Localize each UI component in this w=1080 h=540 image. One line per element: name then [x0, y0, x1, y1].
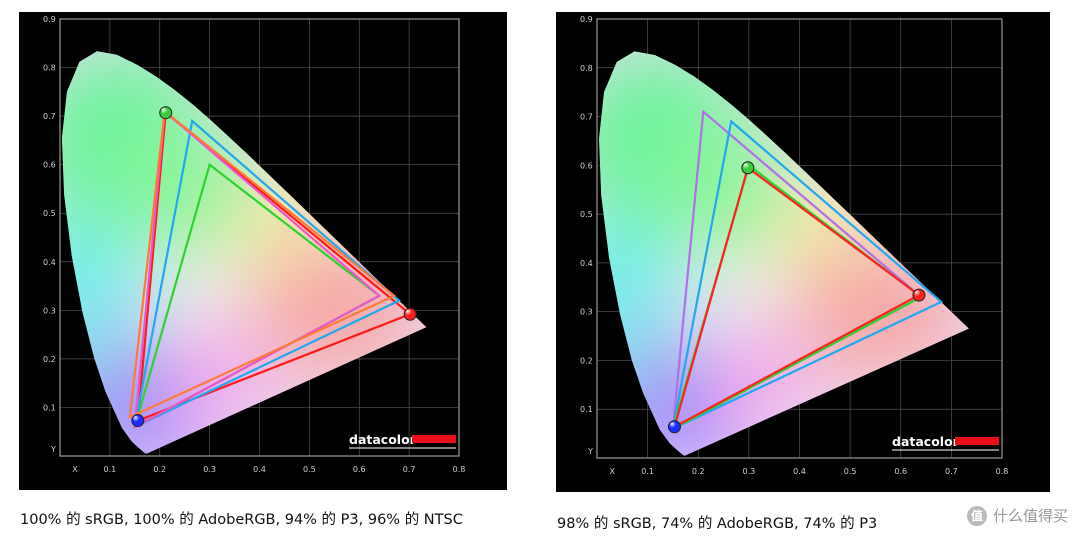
primary-marker — [159, 106, 173, 120]
x-tick-label: 0.1 — [104, 465, 117, 474]
x-tick-label: 0.3 — [203, 465, 216, 474]
primary-markers — [667, 161, 926, 434]
x-tick-label: 0.4 — [793, 467, 806, 476]
x-tick-label: 0.3 — [743, 467, 756, 476]
plot-frame — [596, 18, 1003, 459]
y-axis-label: Y — [50, 445, 56, 454]
x-tick-label: 0.6 — [894, 467, 907, 476]
primary-marker — [667, 420, 681, 434]
y-tick-label: 0.1 — [43, 403, 56, 412]
gamut-triangle — [133, 109, 382, 429]
x-tick-label: 0.5 — [844, 467, 857, 476]
gamut-triangle — [133, 118, 402, 429]
watermark: 值 什么值得买 — [966, 505, 1068, 526]
y-tick-label: 0.5 — [580, 210, 593, 219]
gamut-triangle — [672, 165, 922, 430]
x-axis-label: X — [72, 465, 78, 474]
x-tick-label: 0.7 — [945, 467, 958, 476]
x-tick-label: 0.2 — [153, 465, 166, 474]
cie-diagram-right: 0.1 0.2 0.3 0.4 0.5 0.6 0.7 0.8 0.9 0.1 0.2 0.3 0.4 0… — [580, 15, 1009, 476]
plot-frame — [59, 18, 460, 457]
x-tick-label: 0.6 — [353, 465, 366, 474]
cie-diagram-left: 0.1 0.2 0.3 0.4 0.5 0.6 0.7 0.8 0.9 0.1 0.2 0.3 0.4 0… — [43, 15, 466, 474]
cie-chart-left: 0.1 0.2 0.3 0.4 0.5 0.6 0.7 0.8 0.9 0.1 0.2 0.3 0.4 0… — [19, 12, 507, 490]
x-axis-label: X — [609, 467, 615, 476]
gamut-triangle — [136, 110, 413, 423]
y-tick-label: 0.6 — [43, 161, 56, 170]
y-tick-label: 0.4 — [43, 258, 56, 267]
gamut-triangle — [671, 119, 944, 431]
datacolor-logo-text: datacolor — [892, 434, 960, 449]
gamut-triangle — [128, 109, 397, 420]
gamut-triangles — [128, 109, 413, 430]
y-tick-label: 0.8 — [43, 64, 56, 73]
x-tick-label: 0.7 — [403, 465, 416, 474]
y-tick-label: 0.7 — [580, 113, 593, 122]
y-tick-label: 0.2 — [580, 356, 593, 365]
datacolor-logo-text: datacolor — [349, 432, 417, 447]
x-tick-label: 0.8 — [453, 465, 466, 474]
x-tick-label: 0.5 — [303, 465, 316, 474]
primary-marker — [741, 161, 755, 175]
y-tick-label: 0.4 — [580, 259, 593, 268]
y-tick-label: 0.1 — [580, 405, 593, 414]
x-tick-label: 0.8 — [996, 467, 1009, 476]
y-tick-label: 0.2 — [43, 355, 56, 364]
y-tick-label: 0.9 — [580, 15, 593, 24]
caption-right: 98% 的 sRGB, 74% 的 AdobeRGB, 74% 的 P3 — [557, 516, 878, 532]
y-tick-label: 0.7 — [43, 112, 56, 121]
watermark-text: 什么值得买 — [992, 507, 1068, 525]
x-tick-label: 0.1 — [641, 467, 654, 476]
datacolor-logo-bar — [412, 435, 456, 443]
y-axis-label: Y — [587, 447, 593, 456]
primary-marker — [912, 288, 926, 302]
datacolor-logo-bar — [955, 437, 999, 445]
caption-left: 100% 的 sRGB, 100% 的 AdobeRGB, 94% 的 P3, … — [20, 512, 463, 528]
gamut-triangles — [671, 109, 944, 431]
cie-chart-right: 0.1 0.2 0.3 0.4 0.5 0.6 0.7 0.8 0.9 0.1 0.2 0.3 0.4 0… — [556, 12, 1050, 492]
primary-marker — [403, 307, 417, 321]
watermark-badge-icon: 值 — [966, 505, 987, 526]
y-tick-label: 0.5 — [43, 209, 56, 218]
y-tick-label: 0.3 — [43, 306, 56, 315]
y-tick-label: 0.8 — [580, 64, 593, 73]
primary-marker — [131, 414, 145, 428]
primary-markers — [131, 106, 417, 428]
y-tick-label: 0.3 — [580, 308, 593, 317]
x-tick-label: 0.4 — [253, 465, 266, 474]
y-tick-label: 0.9 — [43, 15, 56, 24]
y-tick-label: 0.6 — [580, 161, 593, 170]
x-tick-label: 0.2 — [692, 467, 705, 476]
